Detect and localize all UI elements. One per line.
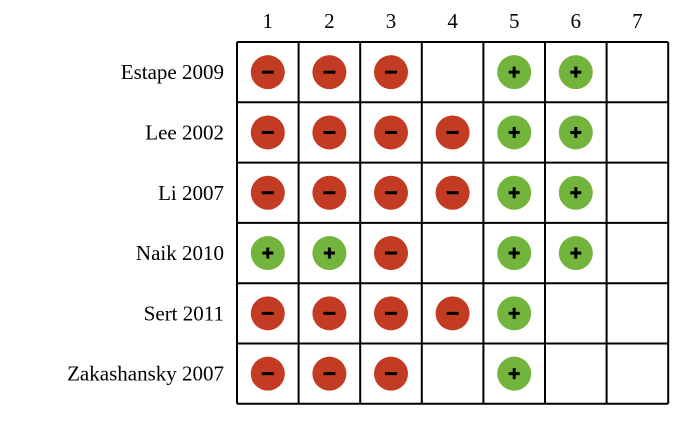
column-header: 3	[386, 9, 397, 33]
minus-bar	[323, 191, 336, 195]
plus-marker	[558, 236, 593, 271]
plus-marker	[558, 115, 593, 150]
minus-marker	[374, 236, 408, 271]
minus-bar	[385, 251, 397, 255]
plus-bar-v	[266, 247, 270, 259]
column-header: 5	[509, 9, 520, 33]
minus-marker	[312, 115, 347, 150]
column-header: 4	[447, 9, 458, 33]
minus-bar	[261, 130, 274, 134]
minus-bar	[323, 372, 336, 376]
study-label: Estape 2009	[121, 60, 224, 84]
minus-bar	[385, 191, 397, 195]
minus-marker	[250, 55, 285, 90]
minus-bar	[323, 70, 336, 74]
minus-bar	[261, 372, 274, 376]
plus-marker	[497, 175, 532, 210]
plus-marker	[558, 175, 593, 210]
minus-marker	[312, 296, 347, 331]
minus-bar	[446, 311, 459, 315]
column-header: 2	[324, 9, 335, 33]
minus-marker	[250, 296, 285, 331]
minus-marker	[435, 175, 470, 210]
minus-bar	[446, 130, 459, 134]
minus-marker	[312, 175, 347, 210]
plus-marker	[497, 115, 532, 150]
plus-marker	[497, 55, 532, 90]
study-label: Sert 2011	[144, 301, 224, 325]
plus-marker	[497, 296, 532, 331]
minus-marker	[374, 115, 408, 150]
plus-bar-v	[574, 66, 578, 78]
plus-bar-v	[512, 307, 516, 319]
minus-marker	[312, 356, 347, 391]
minus-marker	[435, 115, 470, 150]
plus-bar-v	[574, 247, 578, 259]
plus-bar-v	[512, 247, 516, 259]
plus-bar-v	[512, 368, 516, 380]
minus-marker	[250, 175, 285, 210]
plus-bar-v	[327, 247, 331, 259]
study-label: Zakashansky 2007	[67, 362, 224, 386]
plus-bar-v	[574, 126, 578, 138]
minus-bar	[261, 311, 274, 315]
plus-marker	[558, 55, 593, 90]
plus-bar-v	[512, 66, 516, 78]
study-label: Li 2007	[158, 181, 224, 205]
column-header: 6	[571, 9, 582, 33]
minus-marker	[374, 55, 408, 90]
minus-bar	[323, 130, 336, 134]
minus-marker	[374, 356, 408, 391]
plus-marker	[497, 236, 532, 271]
minus-bar	[446, 191, 459, 195]
minus-marker	[374, 175, 408, 210]
minus-bar	[385, 70, 397, 74]
study-label: Naik 2010	[136, 241, 224, 265]
minus-bar	[323, 311, 336, 315]
minus-marker	[374, 296, 408, 331]
column-header: 7	[632, 9, 643, 33]
minus-bar	[261, 70, 274, 74]
minus-marker	[312, 55, 347, 90]
minus-marker	[435, 296, 470, 331]
plus-marker	[497, 356, 532, 391]
study-label: Lee 2002	[145, 120, 224, 144]
plus-bar-v	[512, 187, 516, 199]
minus-bar	[261, 191, 274, 195]
plus-bar-v	[574, 187, 578, 199]
minus-bar	[385, 311, 397, 315]
minus-marker	[250, 356, 285, 391]
minus-bar	[385, 372, 397, 376]
plus-bar-v	[512, 126, 516, 138]
minus-bar	[385, 130, 397, 134]
column-header: 1	[263, 9, 274, 33]
plus-marker	[312, 236, 347, 271]
plus-marker	[250, 236, 285, 271]
minus-marker	[250, 115, 285, 150]
